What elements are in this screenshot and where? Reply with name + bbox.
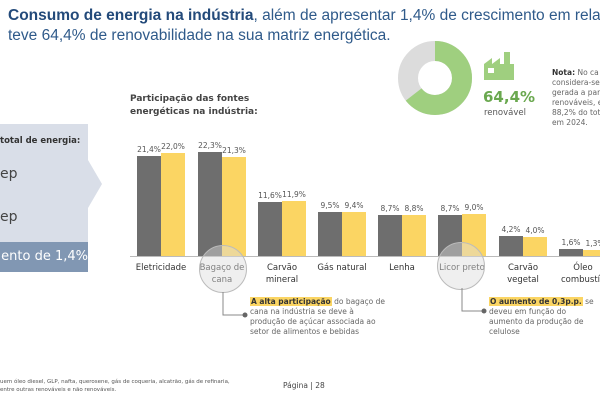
renewable-percent: 64,4% bbox=[483, 88, 536, 106]
bar-previous bbox=[137, 156, 161, 256]
bar-value-label: 22,0% bbox=[161, 142, 185, 152]
bar-value-label: 11,9% bbox=[282, 189, 306, 199]
panel-heading: total de energia: bbox=[0, 136, 81, 146]
category-label: Carvão mineral bbox=[265, 263, 299, 285]
bar-value-label: 9,0% bbox=[464, 203, 484, 213]
bar-current bbox=[583, 249, 600, 256]
renewable-label: renovável bbox=[484, 108, 526, 118]
bar-current bbox=[402, 214, 426, 256]
category-label: Óleo combustív bbox=[560, 263, 600, 285]
bar-previous bbox=[318, 211, 342, 256]
x-axis bbox=[130, 256, 600, 257]
bar-value-label: 1,3% bbox=[585, 238, 600, 248]
panel-value-1: ep bbox=[0, 166, 18, 182]
bar-value-label: 21,3% bbox=[222, 145, 246, 155]
bar-value-label: 9,5% bbox=[320, 200, 340, 210]
bar-value-label: 8,7% bbox=[380, 204, 400, 214]
bar-current bbox=[161, 153, 185, 256]
bar-current bbox=[342, 212, 366, 256]
bar-previous bbox=[499, 236, 523, 256]
bar-value-label: 8,7% bbox=[440, 204, 460, 214]
bar-current bbox=[282, 200, 306, 256]
bar-previous bbox=[258, 201, 282, 256]
page-title: Consumo de energia na indústria, além de… bbox=[8, 7, 600, 44]
bar-value-label: 4,0% bbox=[525, 226, 545, 236]
callout-bagaco: A alta participação do bagaço de cana na… bbox=[250, 297, 386, 336]
donut-renewable bbox=[398, 41, 472, 115]
factory-icon bbox=[484, 52, 514, 80]
bar-current bbox=[523, 237, 547, 256]
bar-previous bbox=[378, 215, 402, 256]
footnote: uem óleo diesel, GLP, nafta, querosene, … bbox=[0, 379, 230, 393]
summary-panel bbox=[0, 124, 88, 242]
category-label: Lenha bbox=[389, 263, 415, 273]
bar-current bbox=[222, 156, 246, 256]
bar-value-label: 21,4% bbox=[137, 145, 161, 155]
bar-value-label: 8,8% bbox=[404, 203, 424, 213]
category-label: Carvão vegetal bbox=[507, 263, 539, 285]
bar-value-label: 1,6% bbox=[561, 237, 581, 247]
bar-value-label: 11,6% bbox=[258, 190, 282, 200]
highlight-circle-licor bbox=[437, 242, 485, 290]
panel-value-2: ep bbox=[0, 209, 18, 225]
note: Nota: No ca considera-se gerada a par renov… bbox=[552, 68, 600, 127]
bar-previous bbox=[198, 152, 222, 256]
panel-arrow bbox=[88, 160, 102, 208]
category-label: Gás natural bbox=[317, 263, 367, 273]
bar-value-label: 22,3% bbox=[198, 141, 222, 151]
renewable-donut bbox=[398, 41, 472, 115]
bar-value-label: 9,4% bbox=[344, 201, 364, 211]
page-number: Página | 28 bbox=[283, 381, 325, 390]
chart-title: Participação das fontes energéticas na i… bbox=[130, 94, 258, 117]
bar-value-label: 4,2% bbox=[501, 225, 521, 235]
growth-band: ento de 1,4% bbox=[0, 242, 88, 272]
bar-previous bbox=[559, 248, 583, 256]
callout-licor: O aumento de 0,3p.p. se deveu em função … bbox=[489, 297, 594, 336]
category-label: Eletricidade bbox=[135, 263, 187, 273]
highlight-circle-bagaco bbox=[199, 245, 247, 293]
